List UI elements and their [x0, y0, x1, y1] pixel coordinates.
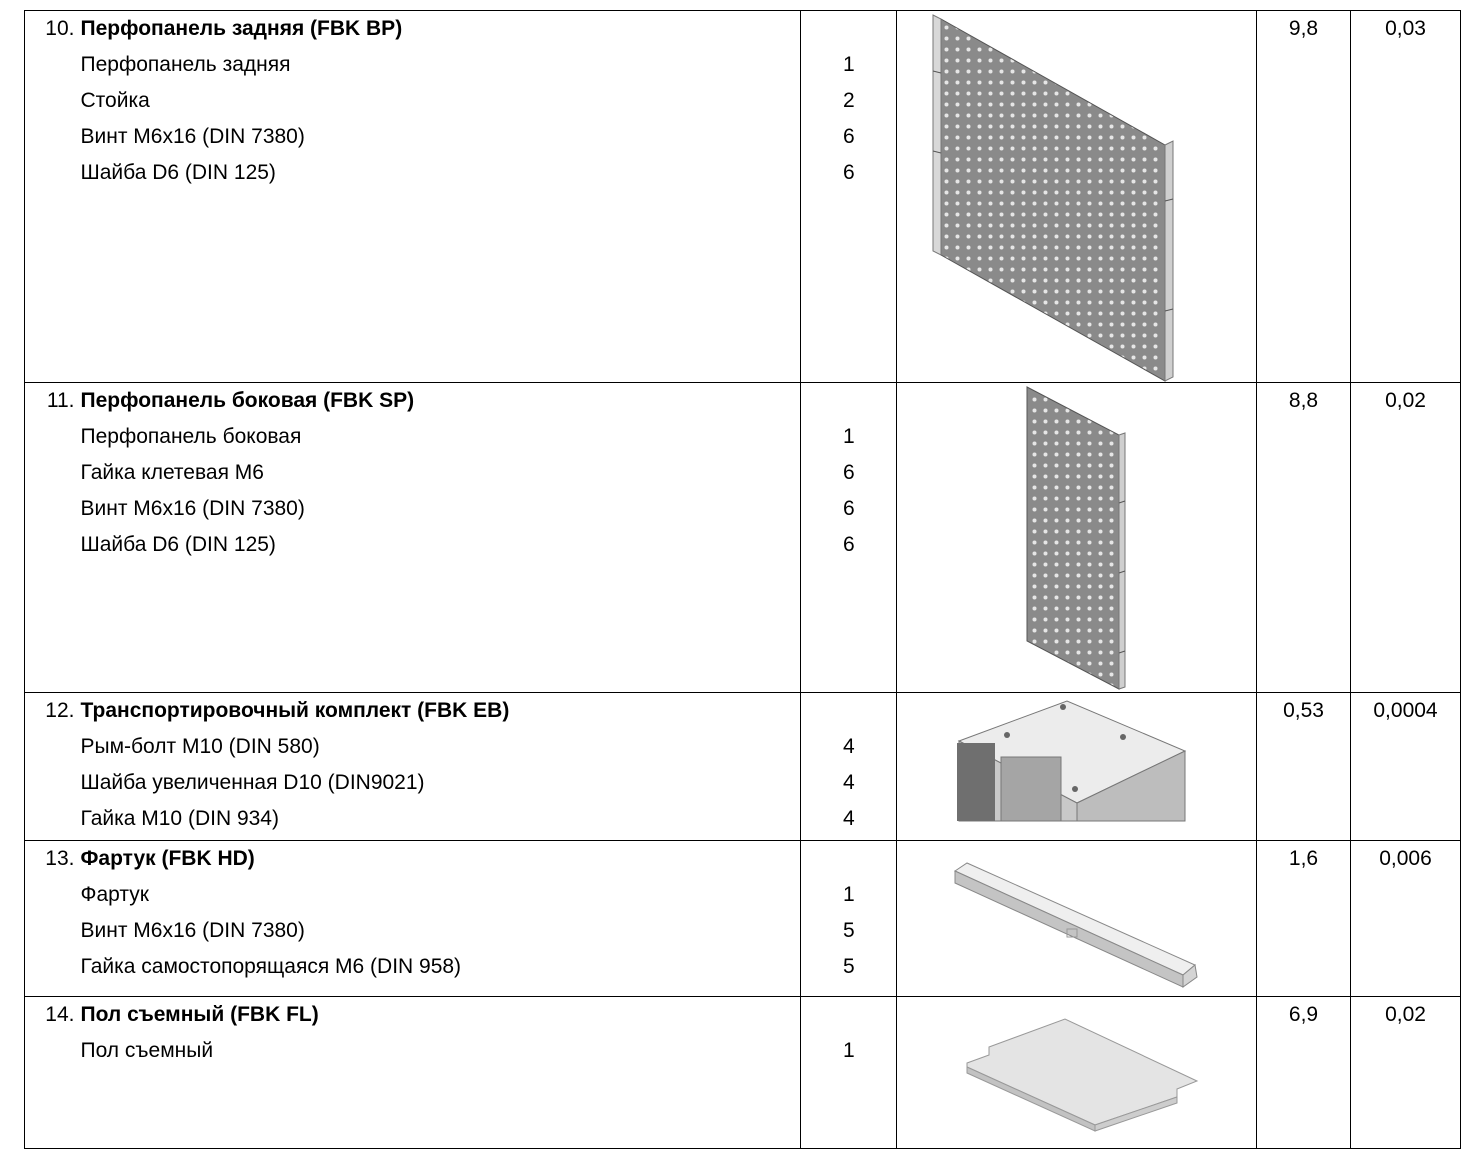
weight-cell: 8,8	[1256, 382, 1351, 693]
product-image-cell	[896, 996, 1257, 1149]
component-qty: 4	[843, 771, 855, 794]
item-description: Транспортировочный комплект (FBK EB) Рым…	[80, 692, 801, 841]
component-name: Шайба увеличенная D10 (DIN9021)	[80, 771, 425, 794]
component-qty: 2	[843, 89, 855, 112]
item-title: Перфопанель задняя (FBK BP)	[80, 17, 403, 40]
component-name: Винт М6х16 (DIN 7380)	[80, 125, 305, 148]
rear-perforated-panel-icon	[932, 14, 1174, 382]
product-image-cell	[896, 382, 1257, 693]
item-title: Перфопанель боковая (FBK SP)	[80, 389, 415, 412]
component-name: Перфопанель задняя	[80, 53, 291, 76]
volume-cell: 0,006	[1350, 840, 1461, 997]
component-qty: 5	[843, 955, 855, 978]
row-number: 13.	[24, 840, 81, 997]
weight-cell: 0,53	[1256, 692, 1351, 841]
volume-cell: 0,02	[1350, 382, 1461, 693]
component-name: Стойка	[80, 89, 150, 112]
component-qty: 5	[843, 919, 855, 942]
component-name: Винт М6х16 (DIN 7380)	[80, 497, 305, 520]
item-description: Перфопанель задняя (FBK BP) Перфопанель …	[80, 10, 801, 383]
component-name: Пол съемный	[80, 1039, 214, 1062]
quantity-cell: 4 4 4	[800, 692, 897, 841]
weight-cell: 9,8	[1256, 10, 1351, 383]
component-qty: 1	[843, 425, 855, 448]
item-description: Перфопанель боковая (FBK SP) Перфопанель…	[80, 382, 801, 693]
volume-cell: 0,03	[1350, 10, 1461, 383]
cabinet-eyebolt-icon	[957, 700, 1187, 822]
row-number: 12.	[24, 692, 81, 841]
component-qty: 1	[843, 883, 855, 906]
table-row: 10. Перфопанель задняя (FBK BP) Перфопан…	[24, 10, 1461, 383]
table-row: 11. Перфопанель боковая (FBK SP) Перфопа…	[24, 382, 1461, 693]
table-row: 14. Пол съемный (FBK FL) Пол съемный 1 6…	[24, 996, 1461, 1149]
component-name: Рым-болт М10 (DIN 580)	[80, 735, 320, 758]
component-qty: 6	[843, 461, 855, 484]
table-row: 12. Транспортировочный комплект (FBK EB)…	[24, 692, 1461, 841]
apron-icon	[953, 862, 1198, 988]
quantity-cell: 1	[800, 996, 897, 1149]
component-qty: 1	[843, 53, 855, 76]
component-name: Гайка клетевая М6	[80, 461, 264, 484]
component-name: Шайба D6 (DIN 125)	[80, 161, 276, 184]
item-description: Фартук (FBK HD) Фартук Винт М6х16 (DIN 7…	[80, 840, 801, 997]
component-qty: 6	[843, 497, 855, 520]
quantity-cell: 1 2 6 6	[800, 10, 897, 383]
component-qty: 6	[843, 533, 855, 556]
component-name: Гайка М10 (DIN 934)	[80, 807, 279, 830]
side-perforated-panel-icon	[1026, 386, 1126, 690]
row-number: 11.	[24, 382, 81, 693]
quantity-cell: 1 6 6 6	[800, 382, 897, 693]
component-qty: 4	[843, 807, 855, 830]
item-title: Транспортировочный комплект (FBK EB)	[80, 699, 510, 722]
volume-cell: 0,0004	[1350, 692, 1461, 841]
component-qty: 1	[843, 1039, 855, 1062]
product-image-cell	[896, 10, 1257, 383]
item-title: Пол съемный (FBK FL)	[80, 1003, 319, 1026]
row-number: 10.	[24, 10, 81, 383]
weight-cell: 1,6	[1256, 840, 1351, 997]
component-qty: 6	[843, 125, 855, 148]
component-name: Винт М6х16 (DIN 7380)	[80, 919, 305, 942]
component-qty: 6	[843, 161, 855, 184]
quantity-cell: 1 5 5	[800, 840, 897, 997]
spec-table: 10. Перфопанель задняя (FBK BP) Перфопан…	[24, 10, 1461, 1149]
component-name: Шайба D6 (DIN 125)	[80, 533, 276, 556]
product-image-cell	[896, 692, 1257, 841]
component-qty: 4	[843, 735, 855, 758]
table-row: 13. Фартук (FBK HD) Фартук Винт М6х16 (D…	[24, 840, 1461, 997]
removable-floor-icon	[966, 1018, 1199, 1132]
volume-cell: 0,02	[1350, 996, 1461, 1149]
weight-cell: 6,9	[1256, 996, 1351, 1149]
row-number: 14.	[24, 996, 81, 1149]
component-name: Перфопанель боковая	[80, 425, 302, 448]
component-name: Фартук	[80, 883, 149, 906]
product-image-cell	[896, 840, 1257, 997]
component-name: Гайка самостопорящаяся М6 (DIN 958)	[80, 955, 462, 978]
item-title: Фартук (FBK HD)	[80, 847, 255, 870]
item-description: Пол съемный (FBK FL) Пол съемный	[80, 996, 801, 1149]
